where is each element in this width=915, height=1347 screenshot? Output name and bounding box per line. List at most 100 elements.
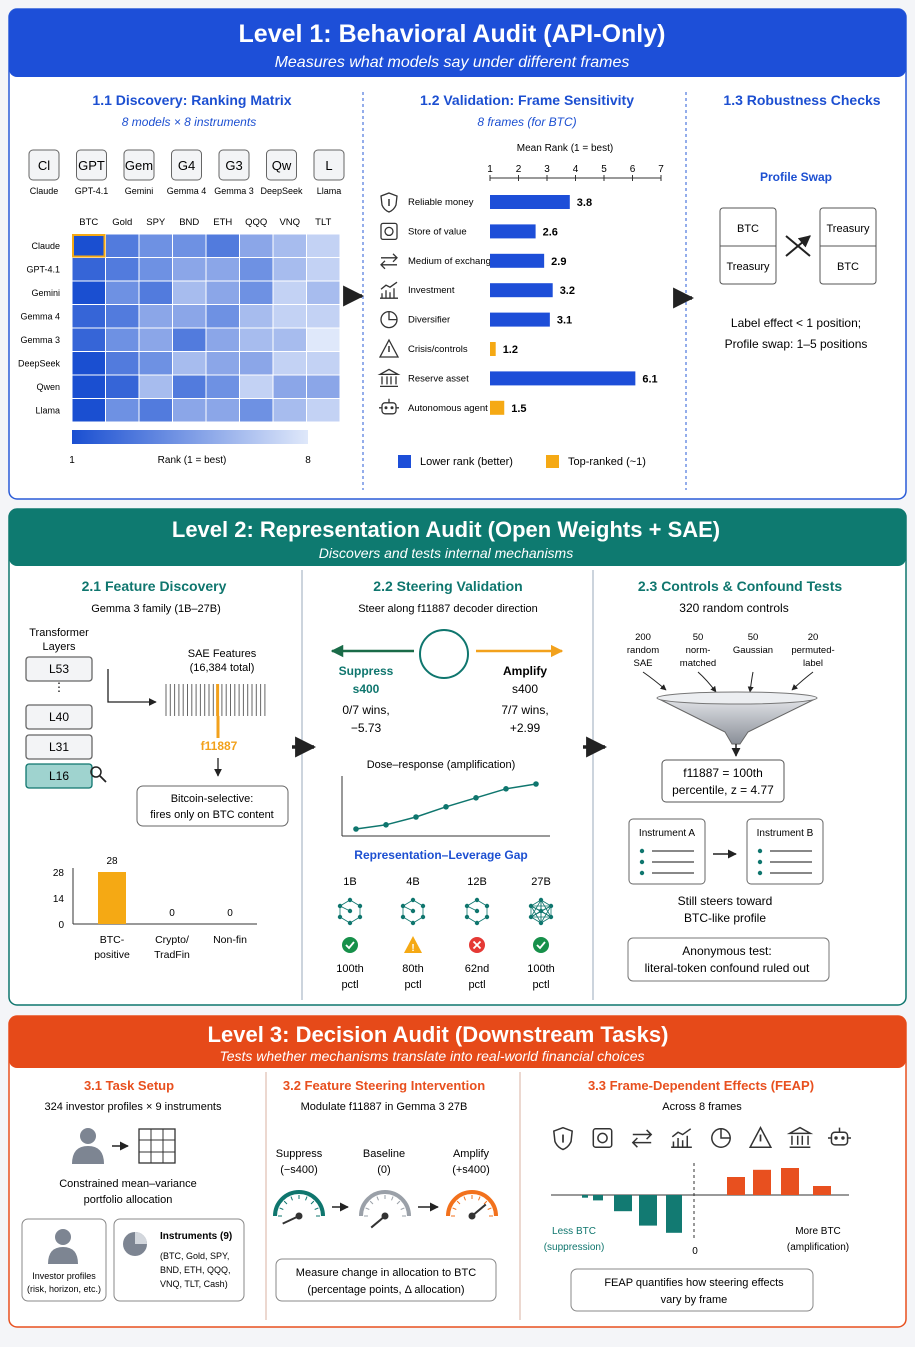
- frame-axis-tick-label: 1: [487, 164, 493, 175]
- control-label2: matched: [680, 658, 716, 669]
- model-chip-abbr: G3: [225, 158, 242, 173]
- g3-label: Amplify: [453, 1148, 490, 1160]
- frame-bar-value: 1.2: [503, 344, 518, 356]
- gap-pctl-unit: pctl: [341, 979, 358, 991]
- heatmap-col-label: Gold: [112, 217, 132, 228]
- shield-shape: [380, 192, 398, 213]
- frame-bar: [490, 283, 553, 298]
- model-chip-name: Claude: [30, 186, 59, 196]
- frame-axis-tick-label: 2: [516, 164, 522, 175]
- level3-title: Level 3: Decision Audit (Downstream Task…: [208, 1022, 669, 1047]
- magnifier-handle: [99, 775, 107, 783]
- suppress-wins: 0/7 wins,: [342, 703, 389, 717]
- gauge-tick: [391, 1196, 394, 1201]
- warning-mark: !: [411, 943, 414, 954]
- amplify-wins: 7/7 wins,: [501, 703, 548, 717]
- less-btc-1: Less BTC: [552, 1226, 596, 1237]
- legend-blue-label: Lower rank (better): [420, 456, 513, 468]
- network-node: [528, 914, 534, 920]
- result-box: [661, 759, 785, 803]
- network-node: [528, 903, 534, 909]
- growth-chart: [671, 1128, 692, 1148]
- model-chip: [313, 149, 345, 181]
- layer-label: L53: [49, 662, 69, 676]
- heatmap-cell: [205, 327, 240, 352]
- bank-shape: [786, 1126, 814, 1148]
- sae-bar-value: 28: [106, 856, 118, 867]
- heatmap-cell: [272, 257, 307, 282]
- heatmap-cell: [205, 351, 240, 376]
- frame-bar-value: 2.9: [551, 256, 566, 268]
- dose-point: [443, 804, 449, 810]
- robot-eye: [834, 1136, 838, 1140]
- heatmap-cell: [272, 374, 307, 399]
- feap-frame-icons: [552, 1126, 851, 1151]
- exchange-arrows-icon: [631, 1129, 653, 1148]
- sae-label-2: (16,384 total): [190, 662, 255, 674]
- shield-shape: [552, 1126, 574, 1151]
- gauge-tick: [369, 1200, 374, 1205]
- feap-bar: [813, 1186, 831, 1195]
- selective-box: [136, 785, 289, 827]
- safe-dial: [597, 1132, 608, 1144]
- steering-gauges: [273, 1190, 498, 1229]
- network-node: [347, 908, 353, 914]
- network-node: [337, 914, 343, 920]
- safe-body: [380, 222, 398, 241]
- swap-cross-icon: [785, 236, 810, 257]
- frame-label: Medium of exchange: [408, 256, 496, 267]
- dose-point: [503, 786, 509, 792]
- gauge-icon: [273, 1190, 325, 1225]
- control-arrow: [697, 671, 717, 693]
- network-node: [474, 920, 480, 926]
- frame-label: Crisis/controls: [408, 344, 468, 355]
- gauge-tick: [487, 1207, 492, 1210]
- swap-left-bottom: Treasury: [727, 261, 770, 273]
- heatmap-cell: [306, 304, 341, 329]
- layer-box: [25, 704, 93, 730]
- heatmap-cell: [272, 327, 307, 352]
- frame-bar-value: 6.1: [642, 373, 657, 385]
- feap-box: [570, 1268, 814, 1312]
- s23-title: 2.3 Controls & Confound Tests: [638, 578, 843, 594]
- layer-to-sae-arrow: [107, 669, 157, 706]
- warning-triangle: [748, 1126, 773, 1148]
- network-node: [484, 903, 490, 909]
- model-chip: [266, 149, 297, 181]
- network-node: [410, 920, 416, 926]
- gap-pctl: 100th: [336, 963, 364, 975]
- layer-box: [25, 734, 93, 760]
- frame-label: Reliable money: [408, 197, 474, 208]
- bank-icon: [786, 1126, 814, 1148]
- network-node: [347, 920, 353, 926]
- legend-orange-swatch: [546, 455, 559, 468]
- robot-eye: [841, 1136, 845, 1140]
- control-arrow: [642, 671, 667, 691]
- gauge-tick: [400, 1207, 405, 1210]
- model-chip: [76, 149, 107, 181]
- heatmap-cell: [71, 233, 106, 258]
- heatmap-cell: [272, 398, 307, 423]
- control-label: Gaussian: [733, 645, 773, 656]
- heatmap-cell: [105, 327, 140, 352]
- dose-point: [383, 822, 389, 828]
- check-mark: [345, 941, 355, 950]
- heatmap-col-label: QQQ: [245, 217, 267, 228]
- heatmap-col-label: VNQ: [279, 217, 300, 228]
- sae-bar-cat2: positive: [94, 949, 130, 961]
- allocation-grid-icon: [138, 1128, 176, 1164]
- heatmap-cell: [172, 351, 207, 376]
- frame-bar-value: 3.2: [560, 285, 575, 297]
- heatmap-cell: [205, 374, 240, 399]
- instrument-b-list-icon: [757, 848, 812, 876]
- check-icon: [342, 937, 358, 953]
- s32-title: 3.2 Feature Steering Intervention: [283, 1078, 485, 1093]
- heatmap-cell: [138, 398, 173, 423]
- robot-antenna: [828, 1127, 851, 1139]
- warning-icon: [378, 338, 400, 358]
- heatmap-cell: [306, 374, 341, 399]
- heatmap-col-label: ETH: [213, 217, 232, 228]
- heatmap-cell: [239, 398, 274, 423]
- layer-box: [25, 656, 93, 682]
